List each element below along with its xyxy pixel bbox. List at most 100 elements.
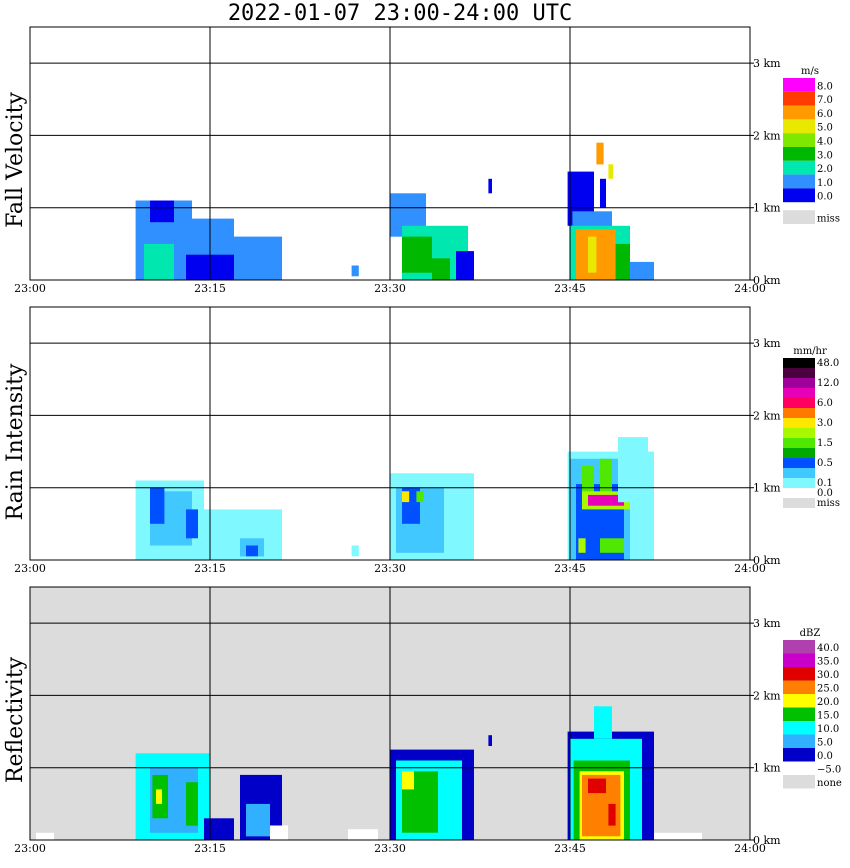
x-tick-label: 24:00 bbox=[734, 562, 766, 575]
data-cell bbox=[150, 487, 165, 524]
legend-swatch bbox=[783, 478, 815, 488]
data-cell bbox=[351, 545, 359, 557]
y-tick-label: 3 km bbox=[753, 337, 781, 350]
legend-label: 15.0 bbox=[817, 711, 839, 722]
data-cell bbox=[615, 243, 630, 280]
y-tick-label: 0 km bbox=[753, 834, 781, 847]
data-cell bbox=[432, 258, 450, 280]
legend-label: 20.0 bbox=[817, 697, 839, 708]
data-cell bbox=[582, 466, 594, 499]
data-cell bbox=[36, 832, 54, 840]
legend-swatch bbox=[783, 707, 815, 721]
legend-swatch bbox=[783, 458, 815, 468]
y-tick-label: 3 km bbox=[753, 57, 781, 70]
legend-swatch bbox=[783, 188, 815, 203]
legend-label: 0.0 bbox=[817, 192, 833, 203]
data-cell bbox=[150, 200, 174, 223]
legend-swatch bbox=[783, 775, 815, 789]
legend-swatch bbox=[783, 748, 815, 762]
legend-label: 6.0 bbox=[817, 398, 833, 409]
legend-swatch bbox=[783, 734, 815, 748]
data-cell bbox=[402, 491, 410, 503]
legend-unit: m/s bbox=[801, 66, 819, 77]
legend-swatch bbox=[783, 388, 815, 398]
legend-swatch bbox=[783, 653, 815, 667]
data-cell bbox=[594, 706, 612, 739]
legend-swatch bbox=[783, 210, 815, 224]
legend-label: 30.0 bbox=[817, 670, 839, 681]
legend-label: 6.0 bbox=[817, 109, 833, 120]
legend-label: 7.0 bbox=[817, 95, 833, 106]
plot-frame bbox=[29, 26, 751, 281]
legend-swatch bbox=[783, 358, 815, 368]
data-cell bbox=[588, 494, 624, 506]
x-tick-label: 23:30 bbox=[374, 842, 406, 855]
x-tick-label: 23:45 bbox=[554, 282, 586, 295]
legend-unit: dBZ bbox=[800, 628, 821, 639]
panel-rain-intensity: Rain Intensity 23:00 23:15 23:30 23:45 24:00… bbox=[3, 306, 840, 575]
panel-fall-velocity: Fall Velocity 23:00 23:15 23:30 23:45 24:000… bbox=[3, 26, 840, 295]
y-tick-label: 1 km bbox=[753, 762, 781, 775]
x-tick-label: 24:00 bbox=[734, 282, 766, 295]
data-cell bbox=[630, 261, 654, 280]
data-cell bbox=[186, 509, 198, 539]
y-tick-label: 3 km bbox=[753, 617, 781, 630]
data-cell bbox=[402, 771, 414, 790]
data-cell bbox=[488, 735, 492, 746]
legend-swatch bbox=[783, 640, 815, 654]
data-cell bbox=[204, 818, 234, 840]
data-cell bbox=[608, 803, 616, 826]
y-tick-label: 2 km bbox=[753, 129, 781, 142]
legend-swatch bbox=[783, 174, 815, 189]
x-tick-label: 24:00 bbox=[734, 842, 766, 855]
data-cell bbox=[144, 243, 174, 280]
legend-swatch bbox=[783, 91, 815, 106]
legend-swatch bbox=[783, 721, 815, 735]
legend-label: 48.0 bbox=[817, 358, 839, 369]
x-tick-label: 23:15 bbox=[194, 282, 226, 295]
legend-label: 4.0 bbox=[817, 137, 833, 148]
legend-label: 5.0 bbox=[817, 738, 833, 749]
legend-swatch bbox=[783, 78, 815, 92]
data-cell bbox=[600, 458, 612, 495]
data-cell bbox=[618, 437, 648, 503]
legend-swatch bbox=[783, 468, 815, 478]
data-cell bbox=[246, 803, 270, 837]
legend-label: 25.0 bbox=[817, 684, 839, 695]
x-tick-label: 23:45 bbox=[554, 562, 586, 575]
panel-reflectivity: Reflectivity 23:00 23:15 23:30 23:45 24:000 … bbox=[3, 586, 842, 855]
data-cell bbox=[270, 825, 288, 840]
legend-swatch bbox=[783, 438, 815, 448]
legend-label: −5.0 bbox=[817, 765, 841, 776]
legend-swatch bbox=[783, 147, 815, 161]
data-cell bbox=[456, 251, 474, 280]
data-cell bbox=[600, 178, 606, 208]
chart-title: 2022-01-07 23:00-24:00 UTC bbox=[227, 1, 573, 26]
legend-swatch bbox=[783, 160, 815, 175]
x-tick-label: 23:15 bbox=[194, 562, 226, 575]
legend-label: 0.5 bbox=[817, 458, 833, 469]
data-cell bbox=[572, 211, 612, 230]
y-tick-label: 2 km bbox=[753, 689, 781, 702]
legend-swatch bbox=[783, 428, 815, 438]
legend-label: 40.0 bbox=[817, 643, 839, 654]
y-tick-label: 2 km bbox=[753, 409, 781, 422]
data-cell bbox=[246, 545, 258, 557]
y-tick-label: 1 km bbox=[753, 202, 781, 215]
x-tick-label: 23:30 bbox=[374, 562, 406, 575]
legend-swatch bbox=[783, 119, 815, 134]
x-tick-label: 23:00 bbox=[14, 842, 46, 855]
legend-label: 10.0 bbox=[817, 724, 839, 735]
data-cell bbox=[588, 778, 606, 794]
legend-label: 3.0 bbox=[817, 150, 833, 161]
legend-swatch bbox=[783, 498, 815, 508]
data-cell bbox=[596, 142, 604, 165]
y-tick-label: 0 km bbox=[753, 554, 781, 567]
plot-frame bbox=[29, 306, 751, 561]
legend-swatch bbox=[783, 398, 815, 408]
data-cell bbox=[608, 164, 614, 179]
x-tick-label: 23:45 bbox=[554, 842, 586, 855]
data-cell bbox=[578, 538, 586, 553]
legend-label: 1.0 bbox=[817, 178, 833, 189]
y-tick-label: 0 km bbox=[753, 274, 781, 287]
